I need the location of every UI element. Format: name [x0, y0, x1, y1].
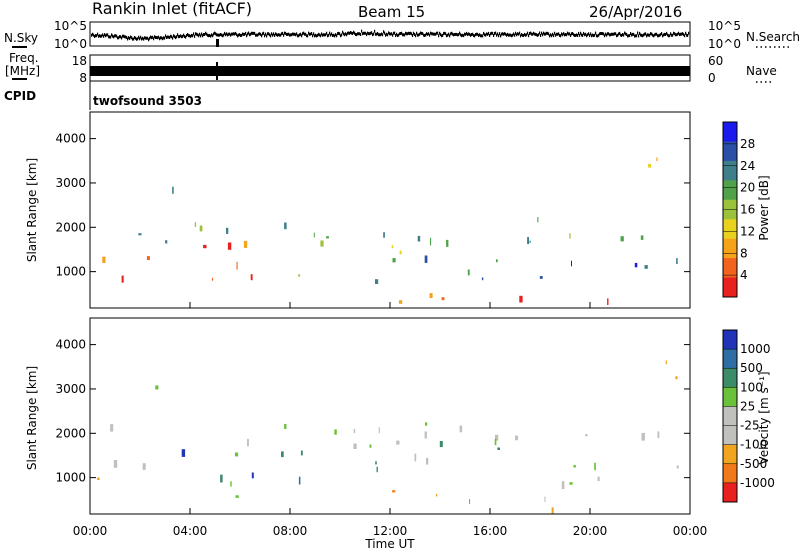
- colorbar-swatch: [723, 349, 737, 369]
- time-axis-label: Time UT: [364, 537, 415, 551]
- colorbar-tick-label: 4: [740, 268, 748, 282]
- nave-tick-bottom: 0: [708, 71, 716, 85]
- colorbar-swatch: [723, 180, 737, 201]
- colorbar-tick-label: 1000: [740, 342, 771, 356]
- x-tick-label: 16:00: [473, 524, 508, 538]
- freq-trace-gap: [216, 62, 218, 80]
- colorbar-swatch: [723, 238, 737, 259]
- nsearch-tick-bottom: 10^0: [708, 37, 741, 51]
- colorbar-swatch: [723, 406, 737, 427]
- colorbar-tick-label: 24: [740, 159, 755, 173]
- power-colorbar: 28 24 20 16 12 8 4: [722, 121, 755, 298]
- colorbar-swatch: [723, 425, 737, 446]
- power-colorbar-label: Power [dB]: [757, 175, 771, 240]
- colorbar-swatch: [723, 258, 737, 279]
- freq-label-line2: [MHz]: [5, 64, 40, 78]
- colorbar-swatch: [723, 122, 737, 142]
- x-tick-label: 20:00: [573, 524, 608, 538]
- nsky-label: N.Sky: [4, 31, 38, 45]
- colorbar-tick-label: 500: [740, 361, 763, 375]
- power-panel-frame: [89, 111, 691, 309]
- y-tick-label: 3000: [55, 176, 86, 190]
- colorbar-swatch: [723, 387, 737, 407]
- colorbar-tick-label: 8: [740, 246, 748, 260]
- velocity-colorbar: 1000 500 100 25 -25 -100 -500 -1000: [722, 329, 775, 503]
- nsky-tick-top: 10^5: [54, 19, 87, 33]
- station-title: Rankin Inlet (fitACF): [92, 0, 252, 18]
- colorbar-tick-label: 12: [740, 224, 755, 238]
- colorbar-swatch: [723, 141, 737, 162]
- nave-tick-top: 60: [708, 54, 723, 68]
- nsearch-tick-top: 10^5: [708, 19, 741, 33]
- freq-tick-top: 18: [72, 54, 87, 68]
- colorbar-swatch: [723, 277, 737, 298]
- nsky-panel-frame: [89, 21, 691, 47]
- colorbar-tick-label: 25: [740, 399, 755, 413]
- velocity-panel-frame: [89, 317, 691, 515]
- colorbar-swatch: [723, 160, 737, 181]
- y-tick-label: 2000: [55, 426, 86, 440]
- nsky-tick-bottom: 10^0: [54, 37, 87, 51]
- colorbar-tick-label: -100: [740, 438, 767, 452]
- colorbar-swatch: [723, 368, 737, 388]
- freq-label-line1: Freq.: [9, 51, 39, 65]
- x-tick-label: 12:00: [373, 524, 408, 538]
- cpid-value: twofsound 3503: [93, 94, 202, 108]
- y-tick-label: 2000: [55, 220, 86, 234]
- colorbar-tick-label: 28: [740, 137, 755, 151]
- colorbar-swatch: [723, 330, 737, 350]
- power-ylabel: Slant Range [km]: [25, 158, 39, 262]
- colorbar-tick-label: 100: [740, 380, 763, 394]
- power-heatmap: [102, 157, 678, 305]
- nave-label: Nave: [746, 64, 777, 78]
- colorbar-tick-label: -500: [740, 457, 767, 471]
- power-y-axis: 1000 2000 3000 4000: [55, 132, 690, 279]
- velocity-colorbar-label: Velocity [m s⁻¹]: [757, 371, 771, 464]
- x-tick-label: 00:00: [73, 524, 108, 538]
- colorbar-frame: [722, 329, 738, 503]
- velocity-ylabel: Slant Range [km]: [25, 366, 39, 470]
- beam-title: Beam 15: [358, 3, 425, 21]
- colorbar-swatch: [723, 219, 737, 240]
- freq-tick-bottom: 8: [79, 71, 87, 85]
- time-axis: 00:00 04:00 08:00 12:00 16:00 20:00 00:00: [73, 302, 708, 538]
- colorbar-tick-label: -25: [740, 419, 760, 433]
- nsky-trace: [91, 29, 690, 47]
- colorbar-swatch: [723, 444, 737, 465]
- colorbar-tick-label: 16: [740, 203, 755, 217]
- colorbar-swatch: [723, 463, 737, 484]
- colorbar-tick-label: 20: [740, 181, 755, 195]
- y-tick-label: 4000: [55, 132, 86, 146]
- colorbar-tick-label: -1000: [740, 476, 775, 490]
- y-tick-label: 1000: [55, 471, 86, 485]
- freq-trace: [90, 66, 690, 76]
- x-tick-label: 00:00: [673, 524, 708, 538]
- x-tick-label: 08:00: [273, 524, 308, 538]
- x-tick-label: 04:00: [173, 524, 208, 538]
- date-title: 26/Apr/2016: [589, 3, 682, 21]
- velocity-y-axis: 1000 2000 3000 4000: [55, 338, 690, 485]
- nsearch-label: N.Search: [746, 30, 800, 44]
- y-tick-label: 3000: [55, 382, 86, 396]
- colorbar-swatch: [723, 482, 737, 503]
- y-tick-label: 4000: [55, 338, 86, 352]
- y-tick-label: 1000: [55, 265, 86, 279]
- velocity-heatmap: [97, 360, 679, 514]
- cpid-label: CPID: [4, 89, 36, 103]
